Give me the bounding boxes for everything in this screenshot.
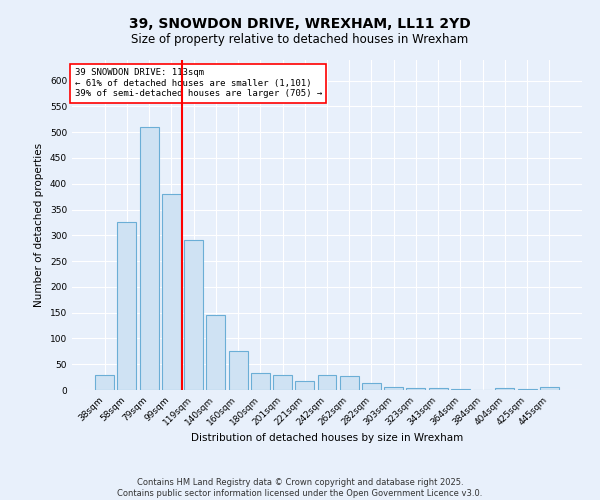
Text: 39 SNOWDON DRIVE: 113sqm
← 61% of detached houses are smaller (1,101)
39% of sem: 39 SNOWDON DRIVE: 113sqm ← 61% of detach… (74, 68, 322, 98)
X-axis label: Distribution of detached houses by size in Wrexham: Distribution of detached houses by size … (191, 432, 463, 442)
Bar (362, 384, 381, 390)
Bar (206, 315, 225, 390)
Bar (229, 352, 248, 390)
Bar (496, 388, 514, 390)
Text: 39, SNOWDON DRIVE, WREXHAM, LL11 2YD: 39, SNOWDON DRIVE, WREXHAM, LL11 2YD (129, 18, 471, 32)
Bar (540, 388, 559, 390)
Bar (451, 389, 470, 390)
Bar (340, 376, 359, 390)
Bar (273, 374, 292, 390)
Bar (162, 194, 181, 390)
Bar (295, 381, 314, 390)
Bar (406, 388, 425, 390)
Bar (251, 373, 270, 390)
Bar (317, 374, 337, 390)
Bar (118, 222, 136, 390)
Y-axis label: Number of detached properties: Number of detached properties (34, 143, 44, 307)
Bar (95, 374, 114, 390)
Bar (429, 388, 448, 390)
Text: Size of property relative to detached houses in Wrexham: Size of property relative to detached ho… (131, 32, 469, 46)
Text: Contains HM Land Registry data © Crown copyright and database right 2025.
Contai: Contains HM Land Registry data © Crown c… (118, 478, 482, 498)
Bar (140, 127, 158, 390)
Bar (384, 388, 403, 390)
Bar (184, 240, 203, 390)
